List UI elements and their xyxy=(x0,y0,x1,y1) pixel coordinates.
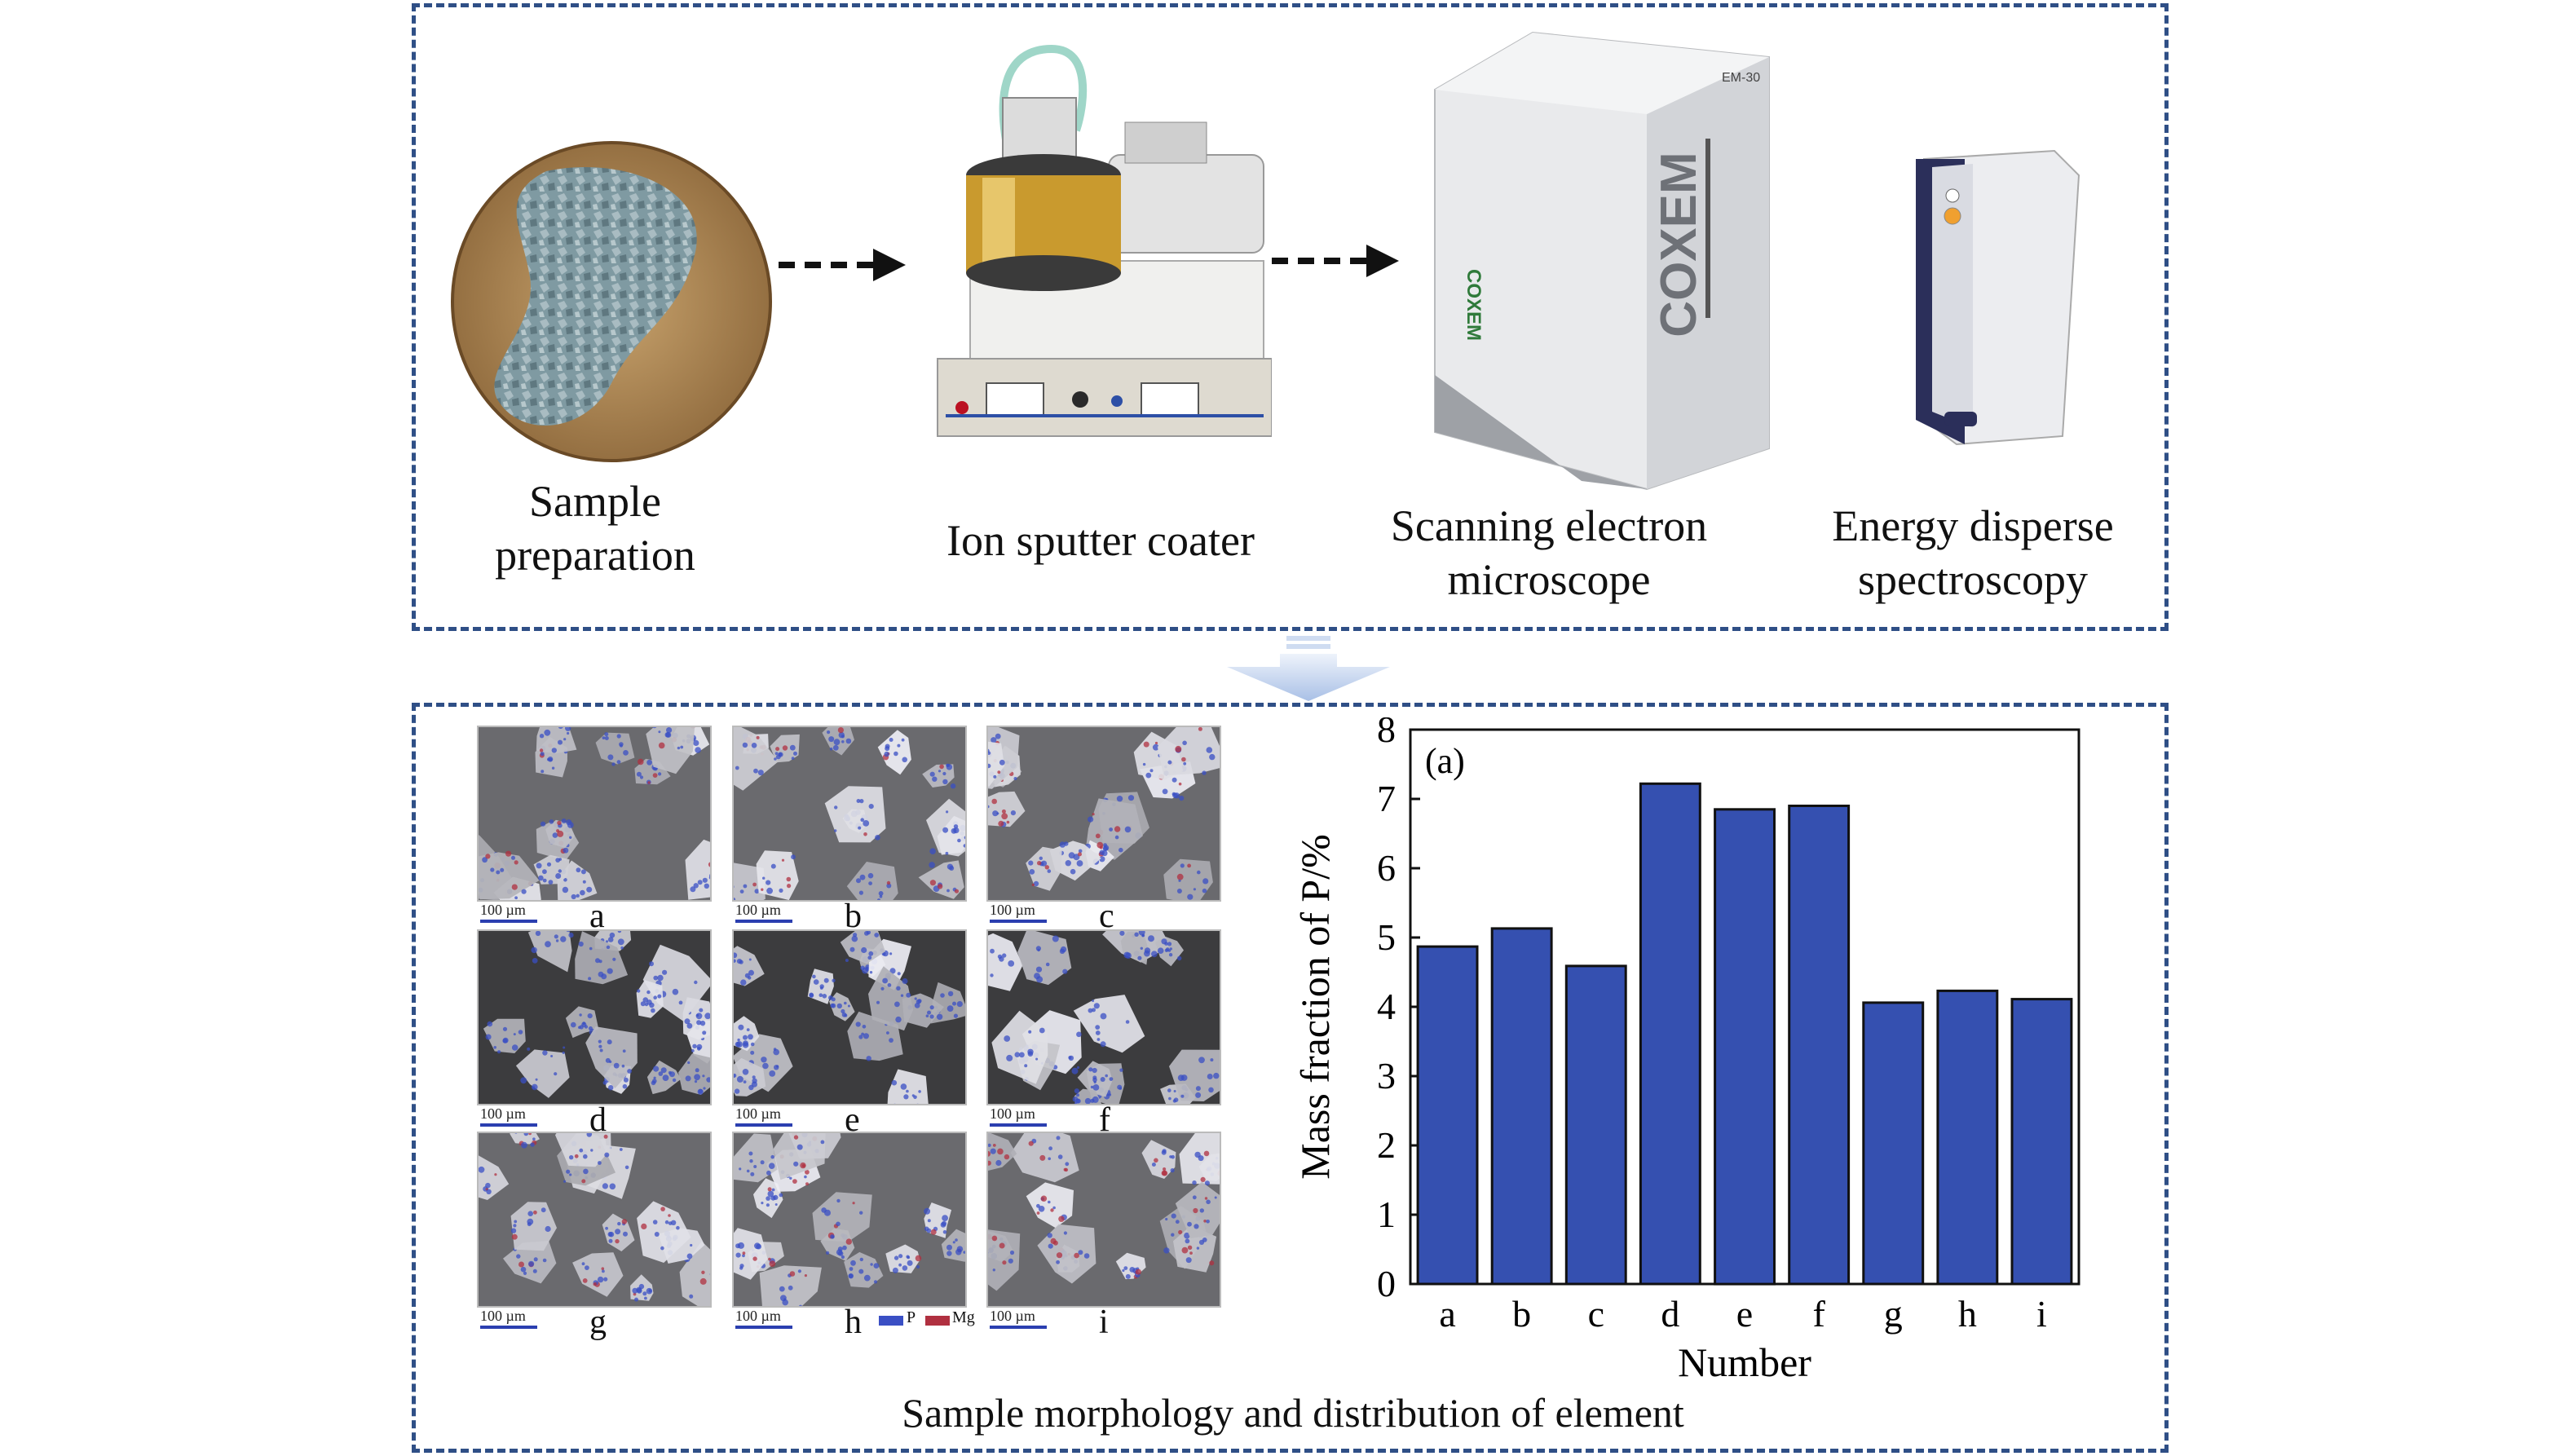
x-tick-label-i: i xyxy=(2036,1293,2047,1335)
scale-bar-d xyxy=(480,1123,537,1127)
bar-a xyxy=(1416,945,1479,1286)
scale-bar-i xyxy=(990,1326,1047,1329)
scale-bar-label-a: 100 µm xyxy=(480,902,526,918)
tile-label-f: f xyxy=(1099,1101,1110,1139)
y-tick-label-8: 8 xyxy=(1377,717,1396,750)
sem-image: COXEM COXEM EM-30 xyxy=(1419,24,1777,497)
x-axis-title: Number xyxy=(1678,1339,1811,1385)
sem-tile-a xyxy=(477,726,712,902)
tile-label-g: g xyxy=(589,1304,607,1341)
step-label-ion-sputter-coater: Ion sputter coater xyxy=(946,516,1255,565)
scale-bar-label-g: 100 µm xyxy=(480,1308,526,1324)
legend-label-p: P xyxy=(907,1308,916,1326)
sem-tile-e xyxy=(732,929,967,1105)
bar-f xyxy=(1788,805,1851,1286)
y-tick-label-7: 7 xyxy=(1377,778,1396,819)
x-tick-label-d: d xyxy=(1661,1293,1679,1335)
scale-bar-e xyxy=(735,1123,792,1127)
tile-label-i: i xyxy=(1099,1304,1109,1341)
sem-tile-h xyxy=(732,1132,967,1308)
legend-label-mg: Mg xyxy=(952,1308,975,1326)
equipment-panel xyxy=(412,3,2169,631)
x-tick-label-f: f xyxy=(1812,1293,1825,1335)
x-axis: a b c d e f g h i xyxy=(1439,1293,2046,1335)
scale-bar-label-f: 100 µm xyxy=(990,1105,1035,1122)
y-tick-label-1: 1 xyxy=(1377,1193,1396,1235)
bar-b xyxy=(1490,927,1553,1286)
y-tick-label-3: 3 xyxy=(1377,1055,1396,1096)
scale-bar-a xyxy=(480,920,537,923)
results-panel xyxy=(412,703,2169,1453)
tile-label-d: d xyxy=(589,1101,607,1139)
legend-swatch-mg xyxy=(925,1316,950,1326)
eds-device-image xyxy=(1908,143,2087,452)
bar-h xyxy=(1936,989,1999,1286)
scale-bar-label-d: 100 µm xyxy=(480,1105,526,1122)
tile-label-c: c xyxy=(1099,898,1114,935)
x-tick-label-a: a xyxy=(1439,1293,1455,1335)
y-tick-label-6: 6 xyxy=(1377,847,1396,889)
sem-tile-d xyxy=(477,929,712,1105)
x-tick-label-h: h xyxy=(1958,1293,1977,1335)
sem-side-brand: COXEM xyxy=(1463,269,1485,341)
legend-swatch-p xyxy=(879,1316,903,1326)
bar-series xyxy=(1416,782,2073,1286)
bar-c xyxy=(1564,964,1627,1286)
step-label-eds: Energy disperse spectroscopy xyxy=(1832,501,2114,604)
scale-bar-g xyxy=(480,1326,537,1329)
scale-bar-label-i: 100 µm xyxy=(990,1308,1035,1324)
dashed-arrow-1-icon xyxy=(779,249,906,281)
panel-label: (a) xyxy=(1425,741,1465,781)
tile-label-a: a xyxy=(589,898,605,935)
ion-sputter-coater-image xyxy=(921,33,1273,440)
scale-bar-label-b: 100 µm xyxy=(735,902,781,918)
sem-brand-text: COXEM xyxy=(1651,152,1707,337)
down-arrow-icon xyxy=(1227,636,1390,701)
tile-label-h: h xyxy=(845,1304,862,1341)
sem-tile-b xyxy=(732,726,967,902)
x-tick-label-c: c xyxy=(1588,1293,1604,1335)
y-axis-title: Mass fraction of P/% xyxy=(1292,834,1338,1180)
scale-bar-label-e: 100 µm xyxy=(735,1105,781,1122)
y-tick-label-4: 4 xyxy=(1377,986,1396,1027)
results-caption: Sample morphology and distribution of el… xyxy=(902,1390,1684,1436)
scale-bar-label-c: 100 µm xyxy=(990,902,1035,918)
scale-bar-c xyxy=(990,920,1047,923)
sem-tile-g xyxy=(477,1132,712,1308)
sem-tile-i xyxy=(986,1132,1221,1308)
y-tick-label-0: 0 xyxy=(1377,1263,1396,1304)
tile-label-b: b xyxy=(845,898,862,935)
bar-e xyxy=(1714,808,1776,1286)
sem-tile-f xyxy=(986,929,1221,1105)
sem-model-text: EM-30 xyxy=(1722,71,1760,85)
dashed-arrow-2-icon xyxy=(1272,245,1399,277)
bar-d xyxy=(1639,782,1701,1286)
tile-label-e: e xyxy=(845,1101,860,1139)
sample-disc-image xyxy=(448,139,774,465)
y-tick-label-2: 2 xyxy=(1377,1124,1396,1166)
x-tick-label-b: b xyxy=(1512,1293,1531,1335)
sem-tile-c xyxy=(986,726,1221,902)
step-label-sample-preparation: Sample preparation xyxy=(495,477,695,580)
scale-bar-b xyxy=(735,920,792,923)
y-tick-label-5: 5 xyxy=(1377,916,1396,958)
p-mass-fraction-bar-chart: 0 1 2 3 4 5 6 7 8 a b c d e f g h i (a) Number Mass frac… xyxy=(1292,717,2080,1385)
scale-bar-h xyxy=(735,1326,792,1329)
step-label-sem: Scanning electron microscope xyxy=(1390,501,1708,604)
scale-bar-f xyxy=(990,1123,1047,1127)
y-axis: 0 1 2 3 4 5 6 7 8 xyxy=(1377,717,1420,1304)
x-tick-label-e: e xyxy=(1736,1293,1753,1335)
bar-g xyxy=(1862,1001,1925,1286)
x-tick-label-g: g xyxy=(1884,1293,1903,1335)
scale-bar-label-h: 100 µm xyxy=(735,1308,781,1324)
bar-i xyxy=(2010,998,2073,1286)
